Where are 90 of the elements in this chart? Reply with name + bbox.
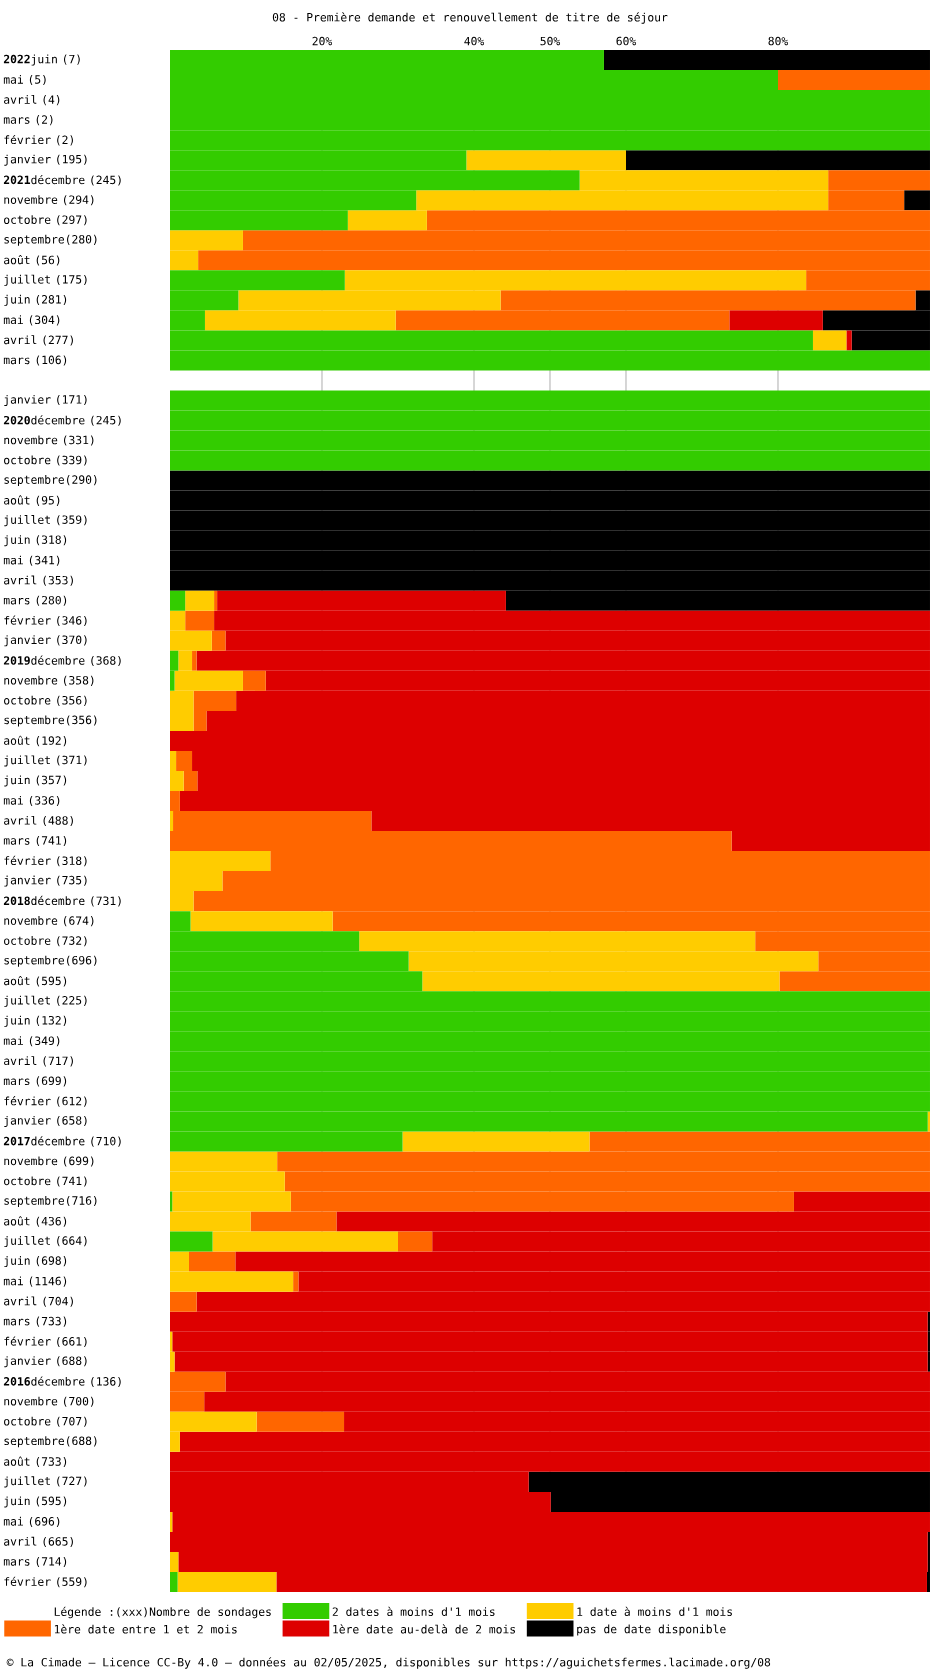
y-tick-label: juin (698) [4, 1256, 67, 1268]
text: (xxx)Nombre de sondages [117, 1607, 271, 1619]
y-tick-label: 2016décembre (136) [3, 1376, 121, 1388]
y-tick-label: janvier (370) [4, 635, 87, 647]
y-tick-label: avril (488) [4, 815, 73, 827]
y-tick-label: juillet (727) [4, 1476, 87, 1488]
y-tick-label: septembre(688) [4, 1436, 97, 1448]
legend-label: 1ère date au-delà de 2 mois [333, 1624, 516, 1634]
y-tick-label: février (346) [4, 615, 87, 627]
y-tick-label: septembre(356) [4, 715, 97, 727]
chart-title: 08 - Première demande et renouvellement de titre de séjour [272, 12, 668, 24]
y-tick-label: mars (106) [3, 355, 67, 366]
y-tick-label: août (95) [4, 495, 60, 506]
y-tick-label: février (2) [4, 134, 73, 146]
y-tick-label: février (318) [4, 855, 87, 867]
y-tick-label: janvier (171) [4, 394, 87, 406]
legend-label: 1ère date entre 1 et 2 mois [54, 1624, 237, 1634]
legend-label: pas de date disponible [577, 1624, 726, 1636]
y-tick-label: janvier (658) [4, 1115, 87, 1127]
y-tick-label: juillet (664) [4, 1236, 87, 1248]
y-tick-label: juillet (225) [4, 995, 87, 1007]
y-tick-label: avril (353) [4, 575, 73, 586]
y-tick-label: 2020décembre (245) [3, 415, 121, 426]
y-tick-label: octobre (741) [4, 1176, 87, 1187]
y-tick-label: novembre (294) [4, 195, 94, 206]
y-tick-label: octobre (707) [4, 1416, 87, 1427]
y-tick-label: juin (595) [4, 1496, 67, 1508]
y-tick-label: janvier (735) [4, 875, 87, 887]
y-tick-label: août (595) [4, 975, 67, 987]
y-tick-label: juillet (359) [4, 515, 87, 527]
y-tick-label: février (612) [4, 1096, 87, 1107]
x-tick-label: 50% [540, 36, 561, 46]
y-tick-label: avril (277) [4, 335, 73, 346]
y-tick-label: septembre(290) [4, 475, 97, 487]
x-tick-label: 80% [768, 36, 789, 46]
y-tick-label: mai (336) [3, 795, 60, 807]
y-tick-label: 2017décembre (710) [3, 1136, 121, 1147]
y-tick-label: mars (699) [3, 1076, 67, 1087]
y-tick-label: 2019décembre (368) [3, 655, 121, 667]
y-tick-label: avril (704) [4, 1296, 73, 1307]
y-tick-label: août (192) [4, 735, 67, 747]
y-tick-label: juin (281) [4, 294, 67, 306]
y-tick-label: juillet (175) [4, 274, 87, 286]
y-tick-label: octobre (356) [4, 695, 87, 706]
y-tick-label: juin (132) [4, 1015, 67, 1027]
y-tick-label: septembre(280) [4, 234, 97, 246]
y-tick-label: août (436) [4, 1216, 67, 1227]
y-tick-label: janvier (688) [4, 1356, 87, 1368]
y-tick-label: avril (4) [4, 95, 60, 106]
y-tick-label: novembre (358) [4, 675, 94, 686]
y-tick-label: juin (318) [4, 535, 67, 547]
y-tick-label: 2021décembre (245) [3, 174, 121, 186]
y-tick-label: février (559) [4, 1576, 87, 1588]
y-tick-label: octobre (339) [4, 455, 87, 466]
y-tick-label: août (733) [4, 1456, 67, 1468]
y-tick-label: mai (341) [3, 555, 60, 566]
y-tick-label: 2018décembre (731) [3, 895, 121, 907]
y-tick-label: mars (714) [3, 1556, 67, 1568]
text: © La Cimade – Licence CC-By 4.0 – données au 02/05/2025, disponibles sur https://aguichetsfermes.lacimade.org/08 [6, 1657, 771, 1669]
y-tick-label: août (56) [4, 255, 60, 266]
y-tick-label: octobre (732) [4, 936, 87, 947]
legend-label: 1 date à moins d'1 mois [577, 1606, 732, 1616]
y-tick-label: novembre (331) [4, 435, 94, 446]
y-tick-label: avril (717) [4, 1056, 73, 1067]
x-tick-label: 40% [464, 36, 485, 46]
y-tick-label: mars (280) [3, 595, 67, 606]
y-tick-label: octobre (297) [4, 215, 87, 226]
y-tick-label: juillet (371) [4, 755, 87, 767]
y-tick-label: janvier (195) [4, 154, 87, 166]
y-tick-label: novembre (674) [4, 916, 94, 927]
y-tick-label: juin (357) [4, 775, 67, 787]
legend-title: Légende : [54, 1606, 113, 1619]
x-tick-label: 20% [312, 36, 333, 46]
y-tick-label: septembre(696) [4, 955, 97, 967]
y-tick-label: mars (741) [3, 836, 67, 847]
y-tick-label: novembre (700) [4, 1396, 94, 1407]
y-tick-label: mars (733) [3, 1316, 67, 1327]
y-tick-label: mai (696) [3, 1516, 60, 1527]
y-tick-label: septembre(716) [4, 1196, 97, 1207]
x-tick-label: 60% [616, 36, 637, 46]
y-tick-label: novembre (699) [4, 1156, 94, 1167]
y-tick-label: février (661) [4, 1336, 87, 1347]
y-tick-label: 2022juin (7) [3, 54, 80, 66]
y-tick-label: mai (349) [3, 1036, 60, 1047]
legend-label: 2 dates à moins d'1 mois [332, 1606, 495, 1616]
y-tick-label: mai (1146) [3, 1276, 67, 1287]
y-tick-label: mars (2) [3, 115, 53, 126]
y-tick-label: mai (5) [3, 75, 46, 86]
y-tick-label: avril (665) [4, 1536, 73, 1548]
y-tick-label: mai (304) [3, 315, 60, 326]
